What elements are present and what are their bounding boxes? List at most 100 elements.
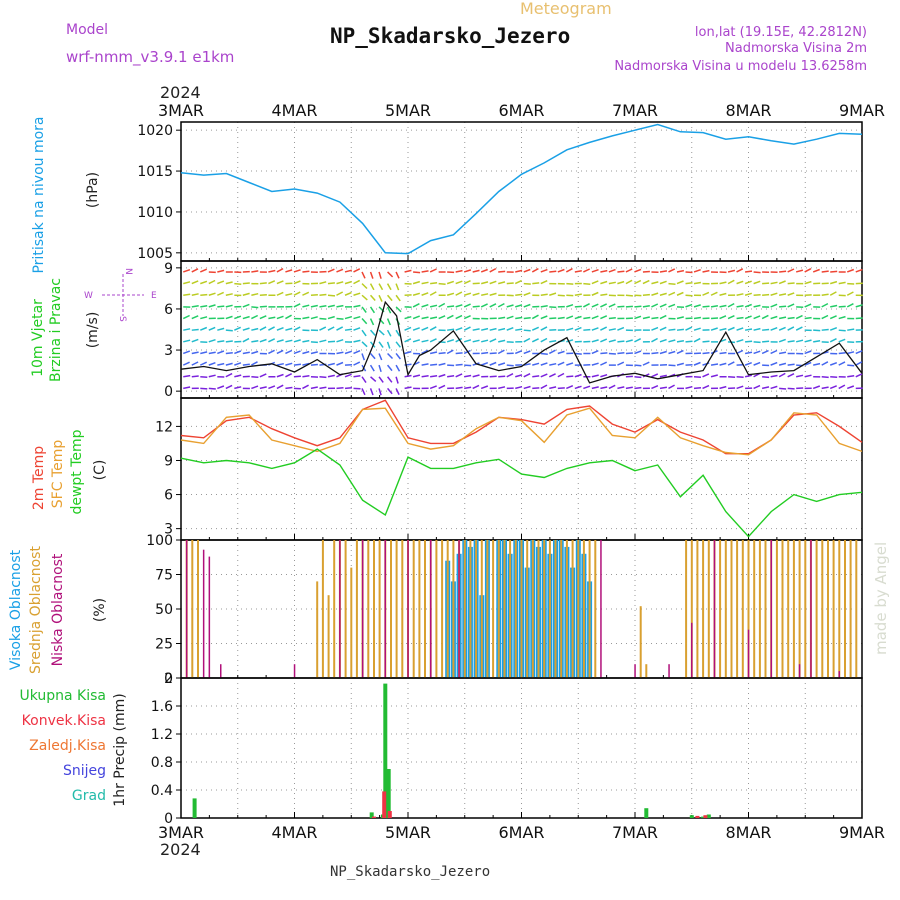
y-tick-label: 100	[146, 533, 173, 549]
wind-barb	[191, 268, 199, 273]
low-cloud-bar	[339, 540, 341, 678]
time-label-top: 7MAR	[612, 101, 658, 120]
wind-barb	[821, 293, 829, 296]
wind-barb	[353, 279, 361, 285]
wind-barb	[702, 384, 710, 390]
wind-barb	[327, 315, 335, 320]
mid-cloud-bar	[724, 540, 727, 678]
wind-barb	[429, 338, 437, 343]
wind-barb	[515, 328, 523, 331]
compass-e-label: E	[151, 291, 157, 301]
low-cloud-bar	[713, 540, 716, 678]
wind-barb	[472, 292, 480, 296]
wind-barb	[651, 292, 659, 296]
wind-barb	[753, 341, 761, 344]
wind-barb	[762, 376, 770, 379]
y-tick-label: 0.8	[151, 755, 173, 771]
y-tick-label: 25	[155, 637, 173, 653]
wind-barb	[319, 386, 327, 390]
wind-barb	[251, 314, 259, 320]
wind-barb	[540, 280, 548, 285]
wind-barb	[217, 305, 225, 308]
wind-barb	[276, 291, 284, 296]
low-cloud-bar	[208, 556, 211, 678]
wind-barb	[438, 282, 446, 286]
wind-barb	[591, 362, 599, 366]
mid-cloud-bar	[321, 540, 324, 678]
wind-barb	[191, 280, 199, 285]
wind-barb	[421, 303, 429, 308]
wind-barb	[369, 271, 374, 279]
mid-cloud-bar	[736, 540, 739, 678]
mid-cloud-bar	[520, 540, 523, 678]
wind-barb	[395, 341, 401, 348]
wind-barb	[770, 349, 778, 355]
wind-barb	[795, 326, 803, 331]
model-label: Model	[66, 22, 108, 38]
wind-barb	[625, 339, 633, 343]
mid-cloud-bar	[418, 540, 421, 678]
mid-cloud-bar	[531, 540, 534, 678]
wind-barb	[336, 304, 344, 308]
wind-barb	[395, 388, 400, 396]
wind-barb	[199, 361, 208, 366]
wind-barb	[200, 351, 208, 355]
credit-watermark: made by Angel	[872, 542, 890, 655]
mid-cloud-bar	[758, 540, 761, 678]
wind-barb	[361, 283, 368, 290]
wind-barb	[421, 375, 429, 378]
wind-barb	[395, 376, 399, 384]
mid-cloud-bar	[764, 540, 767, 678]
wind-barb	[668, 291, 676, 296]
mid-cloud-bar	[639, 606, 642, 678]
wind-barb	[795, 314, 803, 320]
convective-rain-bar	[703, 815, 708, 818]
wind-barb	[498, 270, 506, 273]
wind-barb	[455, 269, 463, 273]
wind-barb	[838, 315, 846, 320]
wind-barb	[191, 375, 199, 378]
wind-barb	[531, 338, 539, 343]
wind-barb	[855, 350, 863, 355]
mid-cloud-bar	[838, 540, 841, 678]
y-tick-label: 1.6	[151, 699, 173, 715]
wind-barb	[251, 292, 259, 296]
wind-barb	[199, 268, 207, 273]
mid-cloud-bar	[355, 540, 358, 678]
wind-barb	[693, 268, 701, 273]
wind-barb	[208, 387, 216, 390]
dewpt-temp-line	[180, 448, 863, 538]
wind-barb	[659, 292, 667, 296]
wind-barb	[455, 327, 463, 331]
mid-cloud-bar	[832, 540, 835, 678]
wind-barb	[481, 293, 489, 296]
wind-barb	[404, 326, 412, 331]
wind-barb	[668, 268, 676, 273]
wind-barb	[455, 304, 463, 308]
wind-barb	[369, 329, 376, 336]
wind-barb	[829, 291, 837, 296]
wind-barb	[846, 268, 855, 273]
wind-barb	[685, 271, 693, 274]
wind-barb	[225, 329, 233, 332]
wind-barb	[838, 329, 846, 332]
wind-barb	[208, 351, 216, 355]
wind-barb	[600, 315, 608, 320]
precip-unit: 1hr Precip (mm)	[112, 693, 128, 806]
wind-barb	[566, 362, 574, 366]
wind-barb	[515, 374, 523, 378]
wind-barb	[651, 316, 659, 320]
wind-barb	[557, 350, 565, 355]
mid-cloud-bar	[350, 567, 353, 678]
wind-barb	[685, 303, 693, 308]
wind-barb	[727, 361, 735, 366]
wind-barb	[378, 341, 384, 348]
total-rain-bar	[644, 808, 649, 818]
wind-barb	[183, 281, 191, 285]
mid-cloud-bar	[526, 540, 529, 678]
y-tick-label: 3	[164, 343, 173, 359]
y-tick-label: 1005	[137, 246, 173, 262]
wind-barb	[608, 339, 616, 343]
wind-barb	[429, 385, 437, 390]
wind-barb	[702, 340, 710, 343]
